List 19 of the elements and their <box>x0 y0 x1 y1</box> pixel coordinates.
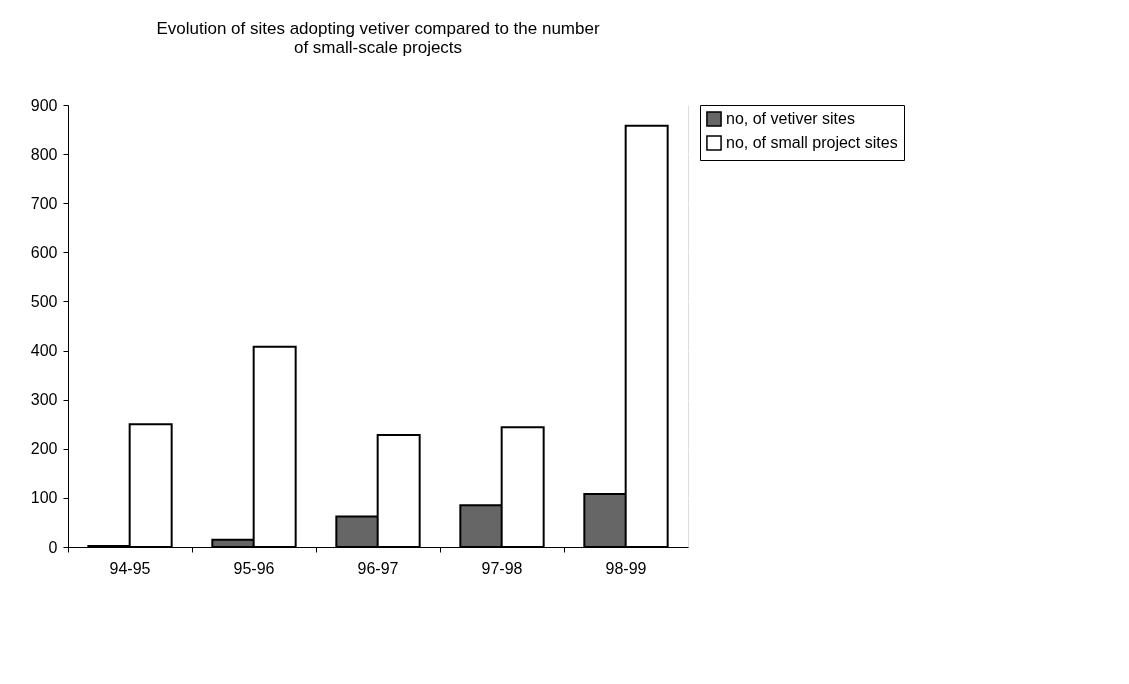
y-tick-label: 100 <box>30 489 58 507</box>
x-tick-label: 95-96 <box>233 559 275 577</box>
y-tick-label: 0 <box>48 538 58 556</box>
x-tick-label: 97-98 <box>481 559 523 577</box>
y-tick-label: 700 <box>30 194 58 212</box>
y-tick-label: 600 <box>30 243 58 261</box>
text: Evolution of sites adopting vetiver compared to the number <box>156 19 600 38</box>
x-tick-label: 94-95 <box>109 559 151 577</box>
x-tick-label: 96-97 <box>357 559 399 577</box>
y-tick-label: 300 <box>30 391 58 409</box>
legend-label: no, of vetiver sites <box>726 110 855 127</box>
y-tick-label: 900 <box>30 96 58 114</box>
legend-label: no, of small project sites <box>726 134 898 151</box>
text: of small-scale projects <box>293 38 463 57</box>
x-tick-label: 98-99 <box>605 559 647 577</box>
y-tick-label: 800 <box>30 145 58 163</box>
y-tick-label: 400 <box>30 342 58 360</box>
y-tick-label: 500 <box>30 292 58 310</box>
y-tick-label: 200 <box>30 440 58 458</box>
